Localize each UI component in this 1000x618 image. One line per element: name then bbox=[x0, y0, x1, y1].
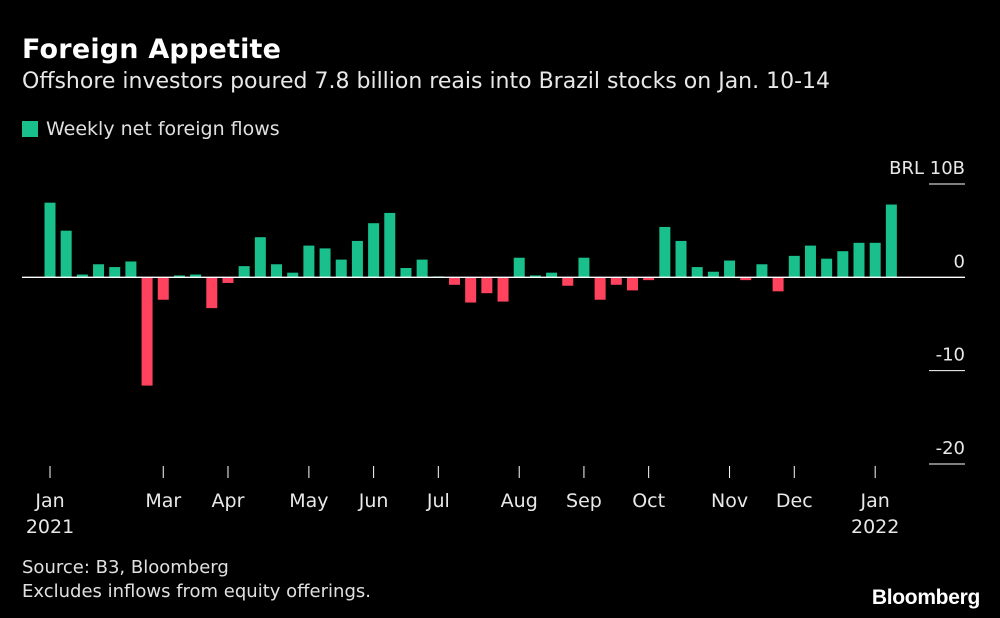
bar-week-38 bbox=[659, 226, 671, 278]
bar-week-47 bbox=[804, 245, 816, 278]
bloomberg-logo: Bloomberg bbox=[871, 586, 980, 609]
bar-week-18 bbox=[335, 259, 347, 278]
bar-week-23 bbox=[416, 259, 428, 278]
x-tick-label-9: Nov bbox=[711, 490, 748, 512]
bar-week-15 bbox=[287, 272, 299, 278]
x-tick-sublabel-0: 2021 bbox=[26, 516, 74, 538]
bar-week-51 bbox=[869, 242, 881, 278]
bar-week-2 bbox=[76, 274, 88, 278]
bar-week-43 bbox=[740, 277, 752, 281]
bar-week-8 bbox=[173, 275, 185, 278]
bar-week-21 bbox=[384, 212, 396, 278]
bar-week-19 bbox=[351, 240, 363, 278]
y-tick-label-3: -20 bbox=[936, 438, 965, 459]
chart-subtitle: Offshore investors poured 7.8 billion re… bbox=[22, 69, 831, 94]
x-tick-label-11: Jan bbox=[860, 490, 890, 512]
bar-week-3 bbox=[93, 264, 105, 278]
bar-week-44 bbox=[756, 264, 768, 278]
bar-week-32 bbox=[562, 277, 574, 286]
legend-swatch bbox=[22, 121, 38, 137]
bar-week-5 bbox=[125, 261, 137, 278]
bar-week-10 bbox=[206, 277, 218, 309]
bar-week-9 bbox=[190, 274, 202, 278]
bar-week-27 bbox=[481, 277, 493, 294]
x-tick-label-4: Jun bbox=[358, 490, 389, 512]
source-text: Source: B3, Bloomberg bbox=[22, 557, 229, 578]
bar-week-49 bbox=[837, 251, 849, 278]
x-tick-label-6: Aug bbox=[501, 490, 538, 512]
bar-week-6 bbox=[141, 277, 153, 386]
chart-title: Foreign Appetite bbox=[22, 34, 282, 65]
x-tick-label-0: Jan bbox=[34, 490, 64, 512]
bar-week-11 bbox=[222, 277, 234, 283]
bar-week-20 bbox=[368, 223, 380, 278]
bar-week-13 bbox=[254, 237, 266, 278]
bar-week-40 bbox=[691, 267, 703, 278]
x-tick-label-5: Jul bbox=[426, 490, 450, 512]
bar-week-52 bbox=[885, 204, 897, 278]
y-tick-label-1: 0 bbox=[954, 251, 965, 272]
x-tick-label-7: Sep bbox=[566, 490, 602, 512]
bar-week-48 bbox=[821, 258, 833, 278]
bar-week-41 bbox=[707, 271, 719, 278]
x-tick-label-1: Mar bbox=[145, 490, 181, 512]
bar-week-31 bbox=[546, 272, 558, 278]
bar-week-34 bbox=[594, 277, 606, 300]
bar-week-33 bbox=[578, 257, 590, 278]
bar-week-1 bbox=[60, 230, 72, 278]
legend-label: Weekly net foreign flows bbox=[46, 118, 280, 140]
bar-week-14 bbox=[271, 264, 283, 278]
bar-week-30 bbox=[529, 275, 541, 278]
bar-week-0 bbox=[44, 202, 56, 278]
y-tick-label-2: -10 bbox=[936, 345, 965, 366]
bar-week-36 bbox=[626, 277, 638, 291]
bar-week-39 bbox=[675, 240, 687, 278]
bar-week-4 bbox=[109, 267, 121, 278]
legend: Weekly net foreign flows bbox=[22, 118, 280, 140]
note-text: Excludes inflows from equity offerings. bbox=[22, 581, 371, 602]
bar-week-26 bbox=[465, 277, 477, 303]
bar-week-22 bbox=[400, 268, 412, 278]
footer-notes: Source: B3, Bloomberg Excludes inflows f… bbox=[22, 556, 371, 604]
bar-week-42 bbox=[724, 260, 736, 278]
bar-week-7 bbox=[157, 277, 169, 300]
x-tick-label-3: May bbox=[289, 490, 328, 512]
x-tick-label-10: Dec bbox=[776, 490, 813, 512]
bar-week-16 bbox=[303, 245, 315, 278]
bar-week-45 bbox=[772, 277, 784, 292]
y-tick-label-0: BRL 10B bbox=[889, 158, 965, 179]
bar-week-37 bbox=[643, 277, 655, 281]
bar-week-29 bbox=[513, 257, 525, 278]
bar-week-46 bbox=[788, 255, 800, 278]
bar-week-50 bbox=[853, 242, 865, 278]
x-tick-label-8: Oct bbox=[632, 490, 665, 512]
bar-week-12 bbox=[238, 266, 250, 278]
bar-week-35 bbox=[610, 277, 622, 285]
bar-week-28 bbox=[497, 277, 509, 302]
bar-week-25 bbox=[449, 277, 460, 285]
x-tick-sublabel-11: 2022 bbox=[851, 516, 899, 538]
x-tick-label-2: Apr bbox=[212, 490, 245, 512]
bar-week-17 bbox=[319, 248, 331, 278]
